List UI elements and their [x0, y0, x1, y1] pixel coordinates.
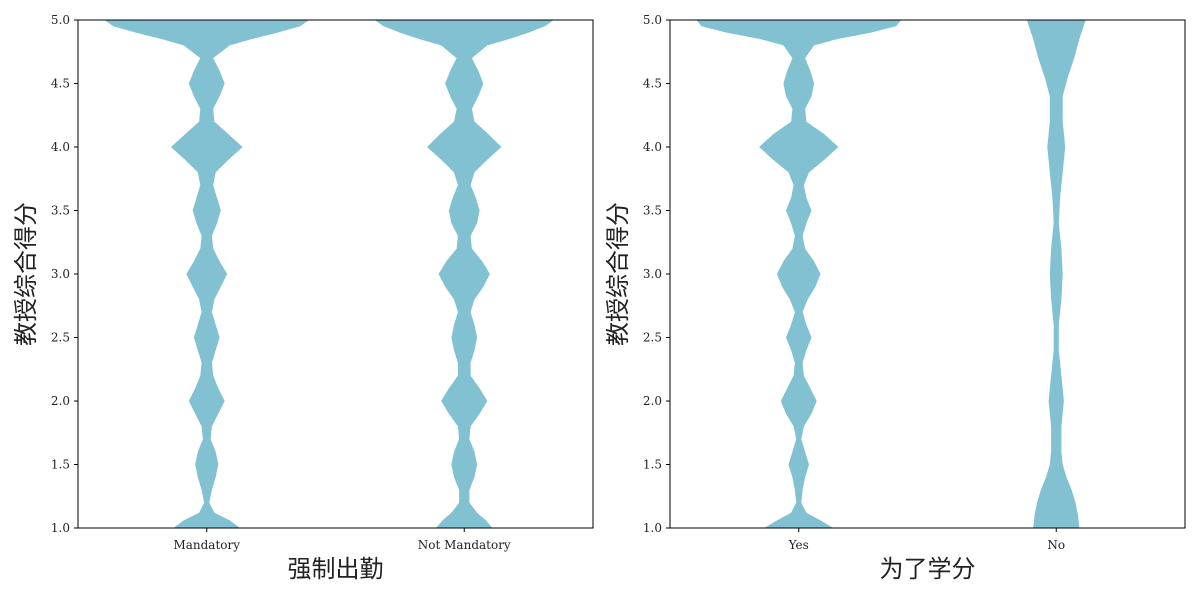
x-tick-label: No [1047, 538, 1065, 552]
y-tick-label: 2.0 [51, 394, 70, 408]
y-axis-title: 教授综合得分 [12, 202, 40, 346]
y-tick-label: 2.0 [643, 394, 662, 408]
x-tick-label: Yes [788, 538, 809, 552]
x-tick-label: Not Mandatory [418, 538, 511, 552]
y-tick-label: 5.0 [51, 13, 70, 27]
x-axis-title: 强制出勤 [288, 555, 384, 583]
y-tick-label: 4.0 [51, 140, 70, 154]
y-tick-label: 2.5 [51, 331, 70, 345]
y-tick-label: 3.5 [643, 204, 662, 218]
y-tick-label: 3.0 [643, 267, 662, 281]
x-axis-title: 为了学分 [880, 555, 976, 583]
violin-not-mandatory [374, 20, 554, 528]
y-tick-label: 3.5 [51, 204, 70, 218]
y-tick-label: 1.0 [643, 521, 662, 535]
violin-mandatory [104, 20, 310, 528]
y-tick-label: 1.5 [643, 458, 662, 472]
y-tick-label: 3.0 [51, 267, 70, 281]
y-tick-label: 1.5 [51, 458, 70, 472]
y-tick-label: 4.5 [51, 77, 70, 91]
left-violin-panel: 1.0 1.5 2.0 2.5 3.0 3.5 4.0 4.5 5.0 Mandatory Not … [12, 13, 594, 583]
right-violin-panel: 1.0 1.5 2.0 2.5 3.0 3.5 4.0 4.5 5.0 Yes No 为了学分 教授综合… [604, 13, 1186, 583]
y-tick-label: 4.0 [643, 140, 662, 154]
plot-frame [669, 19, 1186, 529]
y-tick-label: 5.0 [643, 13, 662, 27]
y-tick-label: 2.5 [643, 331, 662, 345]
x-tick-label: Mandatory [173, 538, 240, 552]
violin-no [1026, 20, 1086, 528]
y-tick-label: 4.5 [643, 77, 662, 91]
plot-frame [77, 19, 594, 529]
violin-yes [696, 20, 902, 528]
y-tick-label: 1.0 [51, 521, 70, 535]
y-axis-title: 教授综合得分 [604, 202, 632, 346]
